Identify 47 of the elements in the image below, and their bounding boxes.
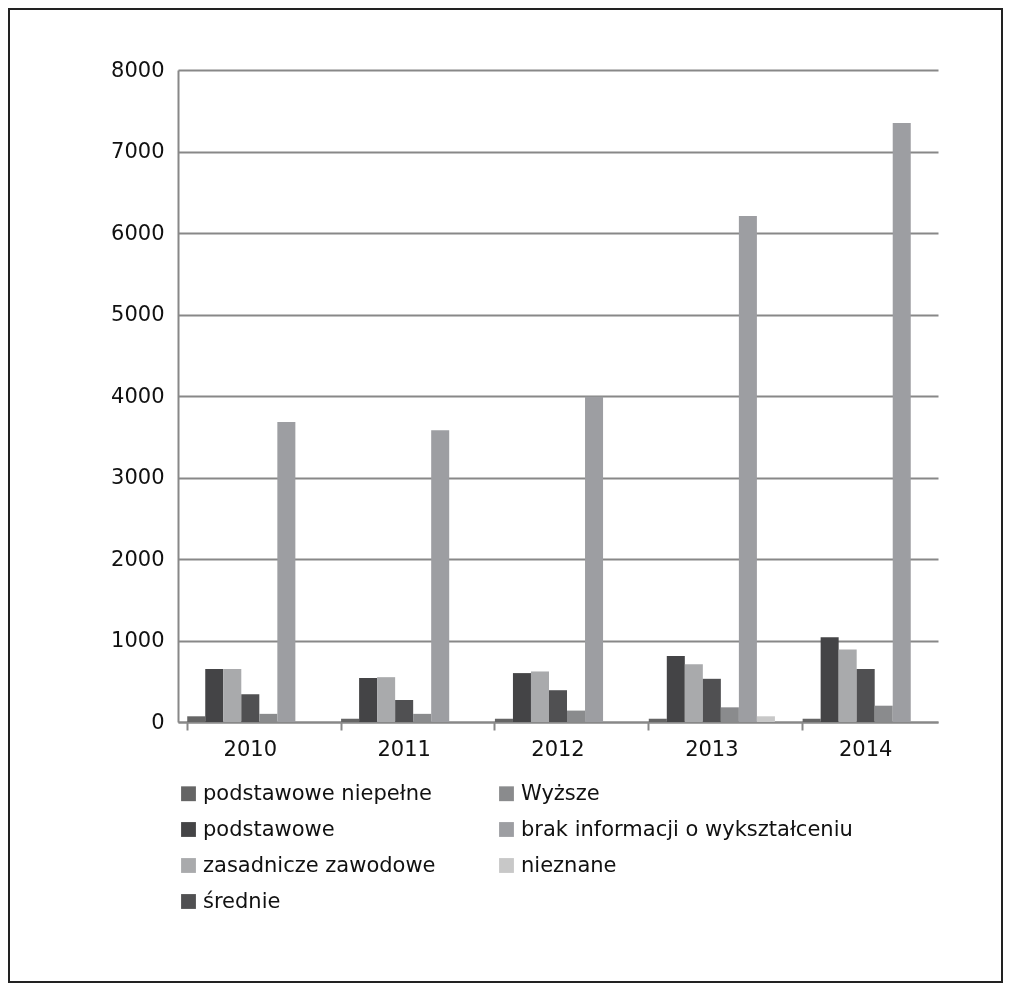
bar <box>277 422 296 722</box>
y-tick-label: 4000 <box>111 383 165 408</box>
legend-label: średnie <box>203 888 281 913</box>
bar <box>702 678 721 722</box>
legend-label: nieznane <box>521 852 617 877</box>
bar <box>377 677 396 722</box>
bar <box>530 671 549 722</box>
legend-label: podstawowe niepełne <box>203 780 432 805</box>
bar <box>431 430 450 722</box>
y-tick-label: 2000 <box>111 546 165 571</box>
bar <box>241 694 260 722</box>
x-tick-label: 2011 <box>377 736 431 761</box>
y-tick-label: 8000 <box>111 57 165 82</box>
bar <box>512 673 531 722</box>
y-tick-label: 6000 <box>111 220 165 245</box>
bar <box>359 677 378 722</box>
bar <box>494 718 513 722</box>
bar <box>738 215 757 722</box>
bar <box>205 669 224 722</box>
x-tick-label: 2014 <box>838 736 893 761</box>
bar <box>395 700 414 722</box>
y-tick-label: 7000 <box>111 139 165 163</box>
y-tick-label: 5000 <box>111 302 165 326</box>
legend-label: brak informacji o wykształceniu <box>521 816 853 841</box>
legend-label: Wyższe <box>521 780 600 805</box>
bar <box>341 718 360 722</box>
bar <box>666 655 685 722</box>
bar <box>856 669 875 722</box>
bar <box>684 664 703 722</box>
x-tick-label: 2012 <box>531 736 585 761</box>
bar <box>892 122 911 722</box>
y-tick-label: 1000 <box>111 628 165 652</box>
y-tick-label: 3000 <box>111 465 165 489</box>
legend-label: zasadnicze zawodowe <box>203 852 436 877</box>
x-tick-label: 2010 <box>223 736 278 761</box>
bar <box>648 718 667 722</box>
bar <box>802 718 821 722</box>
bar <box>548 690 568 722</box>
bar <box>838 649 857 722</box>
x-tick-label: 2013 <box>685 736 739 761</box>
bar <box>820 637 839 722</box>
bar <box>223 669 242 722</box>
y-tick-label: 0 <box>151 709 165 734</box>
legend-label: podstawowe <box>203 816 335 841</box>
bar <box>756 716 775 722</box>
bar <box>187 716 206 722</box>
bar <box>585 396 604 722</box>
